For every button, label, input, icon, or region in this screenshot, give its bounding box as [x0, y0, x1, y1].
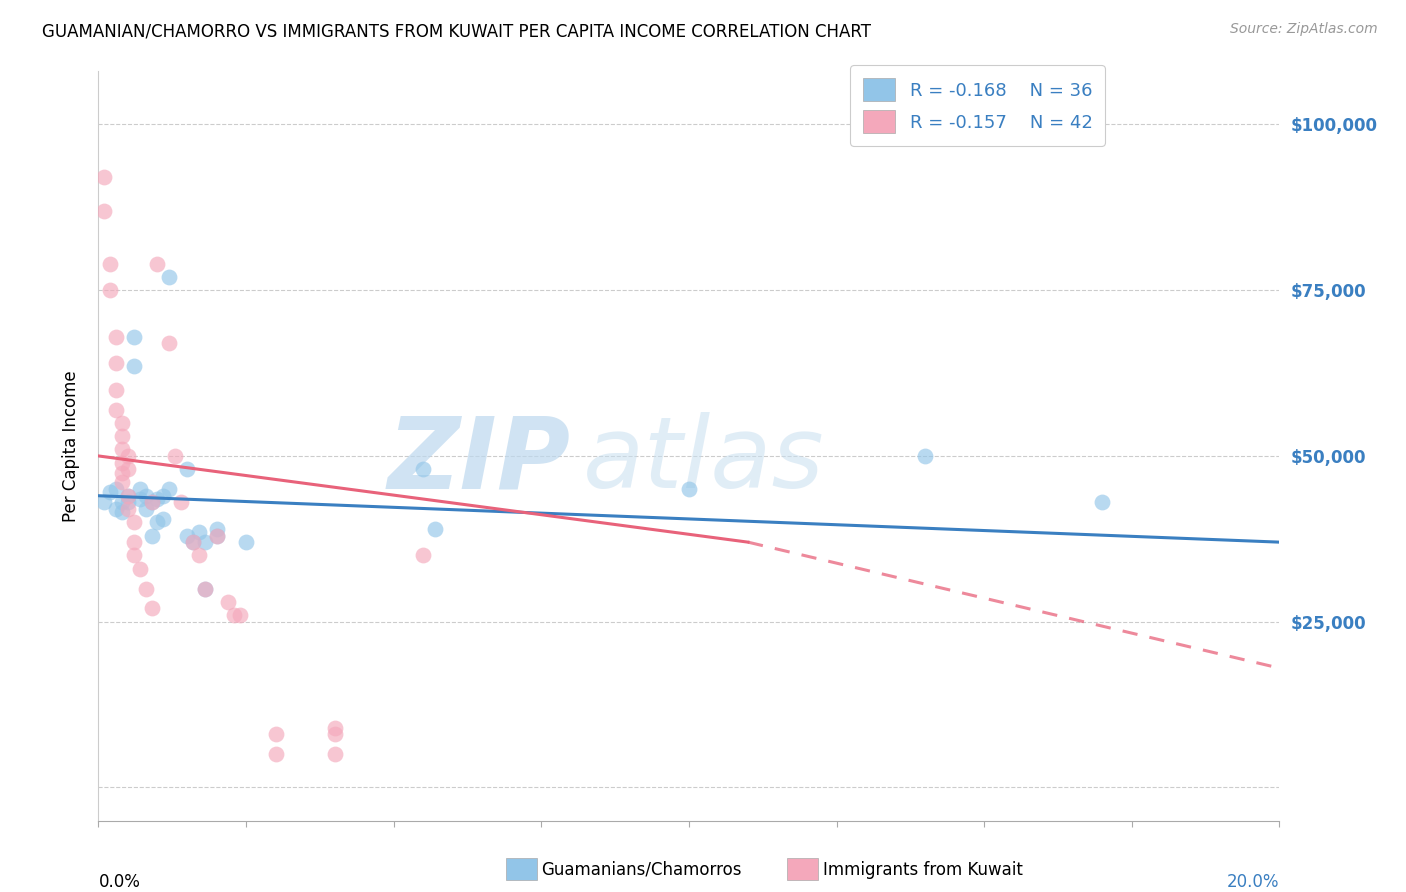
Point	[98, 485, 121, 500]
Point	[135, 582, 157, 596]
Point	[205, 522, 228, 536]
Text: GUAMANIAN/CHAMORRO VS IMMIGRANTS FROM KUWAIT PER CAPITA INCOME CORRELATION CHART: GUAMANIAN/CHAMORRO VS IMMIGRANTS FROM KU…	[42, 22, 872, 40]
Point	[187, 549, 209, 563]
Point	[117, 489, 139, 503]
Point	[194, 582, 217, 596]
Point	[122, 359, 145, 374]
Point	[141, 495, 163, 509]
Point	[93, 495, 115, 509]
Point	[141, 495, 163, 509]
Legend: R = -0.168    N = 36, R = -0.157    N = 42: R = -0.168 N = 36, R = -0.157 N = 42	[851, 65, 1105, 146]
Point	[165, 449, 187, 463]
Point	[135, 489, 157, 503]
Point	[323, 747, 346, 762]
Point	[111, 416, 134, 430]
Point	[412, 462, 434, 476]
Point	[105, 383, 128, 397]
Text: Immigrants from Kuwait: Immigrants from Kuwait	[823, 861, 1022, 879]
Point	[412, 549, 434, 563]
Point	[264, 727, 287, 741]
Point	[105, 402, 128, 417]
Text: 20.0%: 20.0%	[1227, 873, 1279, 891]
Point	[93, 203, 115, 218]
Point	[235, 535, 257, 549]
Point	[224, 608, 246, 623]
Point	[914, 449, 936, 463]
Point	[146, 257, 169, 271]
Point	[323, 727, 346, 741]
Point	[105, 502, 128, 516]
Point	[170, 495, 193, 509]
Point	[205, 528, 228, 542]
Point	[122, 515, 145, 529]
Point	[157, 482, 180, 496]
Point	[105, 329, 128, 343]
Point	[111, 442, 134, 457]
Point	[93, 170, 115, 185]
Point	[98, 257, 121, 271]
Point	[111, 495, 134, 509]
Point	[181, 535, 204, 549]
Point	[187, 525, 209, 540]
Point	[176, 528, 198, 542]
Point	[111, 466, 134, 480]
Point	[98, 283, 121, 297]
Text: Source: ZipAtlas.com: Source: ZipAtlas.com	[1230, 22, 1378, 37]
Point	[141, 528, 163, 542]
Point	[1091, 495, 1114, 509]
Point	[229, 608, 252, 623]
Point	[146, 515, 169, 529]
Point	[105, 482, 128, 496]
Point	[128, 562, 150, 576]
Point	[181, 535, 204, 549]
Point	[157, 336, 180, 351]
Point	[111, 456, 134, 470]
Point	[141, 601, 163, 615]
Point	[111, 475, 134, 490]
Point	[205, 528, 228, 542]
Point	[117, 489, 139, 503]
Point	[135, 502, 157, 516]
Text: ZIP: ZIP	[388, 412, 571, 509]
Point	[423, 522, 446, 536]
Point	[194, 582, 217, 596]
Y-axis label: Per Capita Income: Per Capita Income	[62, 370, 80, 522]
Point	[217, 595, 239, 609]
Point	[117, 462, 139, 476]
Text: 0.0%: 0.0%	[98, 873, 141, 891]
Point	[105, 356, 128, 370]
Point	[323, 721, 346, 735]
Point	[117, 502, 139, 516]
Point	[152, 489, 174, 503]
Point	[176, 462, 198, 476]
Text: atlas: atlas	[582, 412, 824, 509]
Point	[111, 505, 134, 519]
Point	[194, 535, 217, 549]
Point	[678, 482, 700, 496]
Point	[122, 535, 145, 549]
Point	[128, 482, 150, 496]
Point	[111, 429, 134, 443]
Point	[152, 512, 174, 526]
Point	[117, 495, 139, 509]
Point	[146, 491, 169, 506]
Point	[128, 491, 150, 506]
Point	[117, 449, 139, 463]
Point	[264, 747, 287, 762]
Text: Guamanians/Chamorros: Guamanians/Chamorros	[541, 861, 742, 879]
Point	[157, 269, 180, 284]
Point	[122, 549, 145, 563]
Point	[122, 329, 145, 343]
